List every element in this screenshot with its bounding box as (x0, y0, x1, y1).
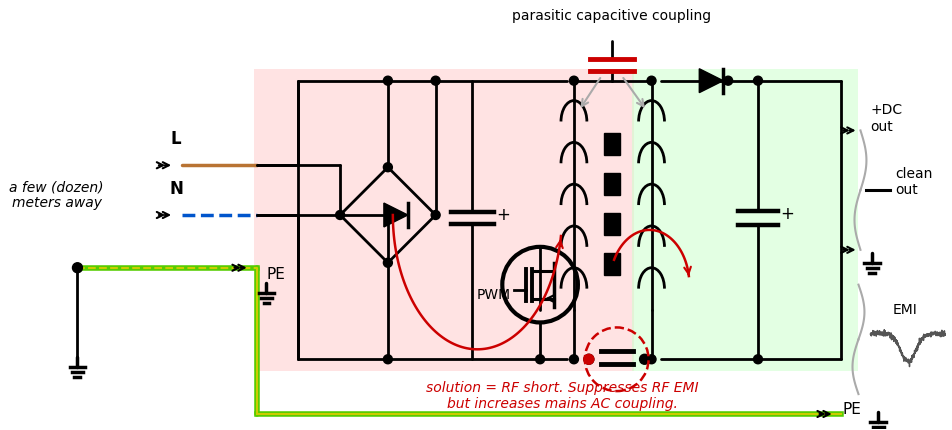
Circle shape (754, 76, 763, 85)
Circle shape (647, 355, 656, 364)
Text: +DC
out: +DC out (870, 103, 902, 134)
Circle shape (536, 355, 545, 364)
Circle shape (384, 163, 392, 172)
Text: PE: PE (843, 402, 862, 417)
Text: PE: PE (267, 267, 286, 282)
Circle shape (569, 76, 579, 85)
Circle shape (584, 354, 594, 364)
Bar (631, 69, 859, 371)
Text: N: N (169, 180, 183, 198)
Text: parasitic capacitive coupling: parasitic capacitive coupling (512, 9, 711, 23)
Circle shape (431, 211, 440, 219)
Text: EMI: EMI (893, 304, 918, 317)
Text: solution = RF short. Suppresses RF EMI
but increases mains AC coupling.: solution = RF short. Suppresses RF EMI b… (426, 381, 699, 412)
Bar (253, 69, 634, 371)
Circle shape (384, 76, 392, 85)
Circle shape (569, 355, 579, 364)
Text: a few (dozen)
meters away: a few (dozen) meters away (10, 180, 104, 210)
Circle shape (584, 354, 594, 364)
Bar (604, 253, 620, 275)
Text: +: + (780, 205, 794, 223)
Bar (604, 133, 620, 155)
Circle shape (754, 355, 763, 364)
Polygon shape (384, 203, 407, 227)
Bar (604, 173, 620, 195)
Text: +: + (496, 206, 510, 224)
Circle shape (72, 263, 83, 273)
Bar (604, 213, 620, 235)
Circle shape (647, 76, 656, 85)
Text: clean
out: clean out (895, 167, 933, 197)
Text: L: L (170, 130, 181, 148)
Text: PWM: PWM (476, 288, 510, 301)
Circle shape (336, 211, 345, 219)
Circle shape (384, 258, 392, 267)
Circle shape (640, 354, 649, 364)
Polygon shape (700, 69, 724, 92)
Circle shape (431, 76, 440, 85)
Circle shape (724, 76, 733, 85)
Circle shape (384, 355, 392, 364)
